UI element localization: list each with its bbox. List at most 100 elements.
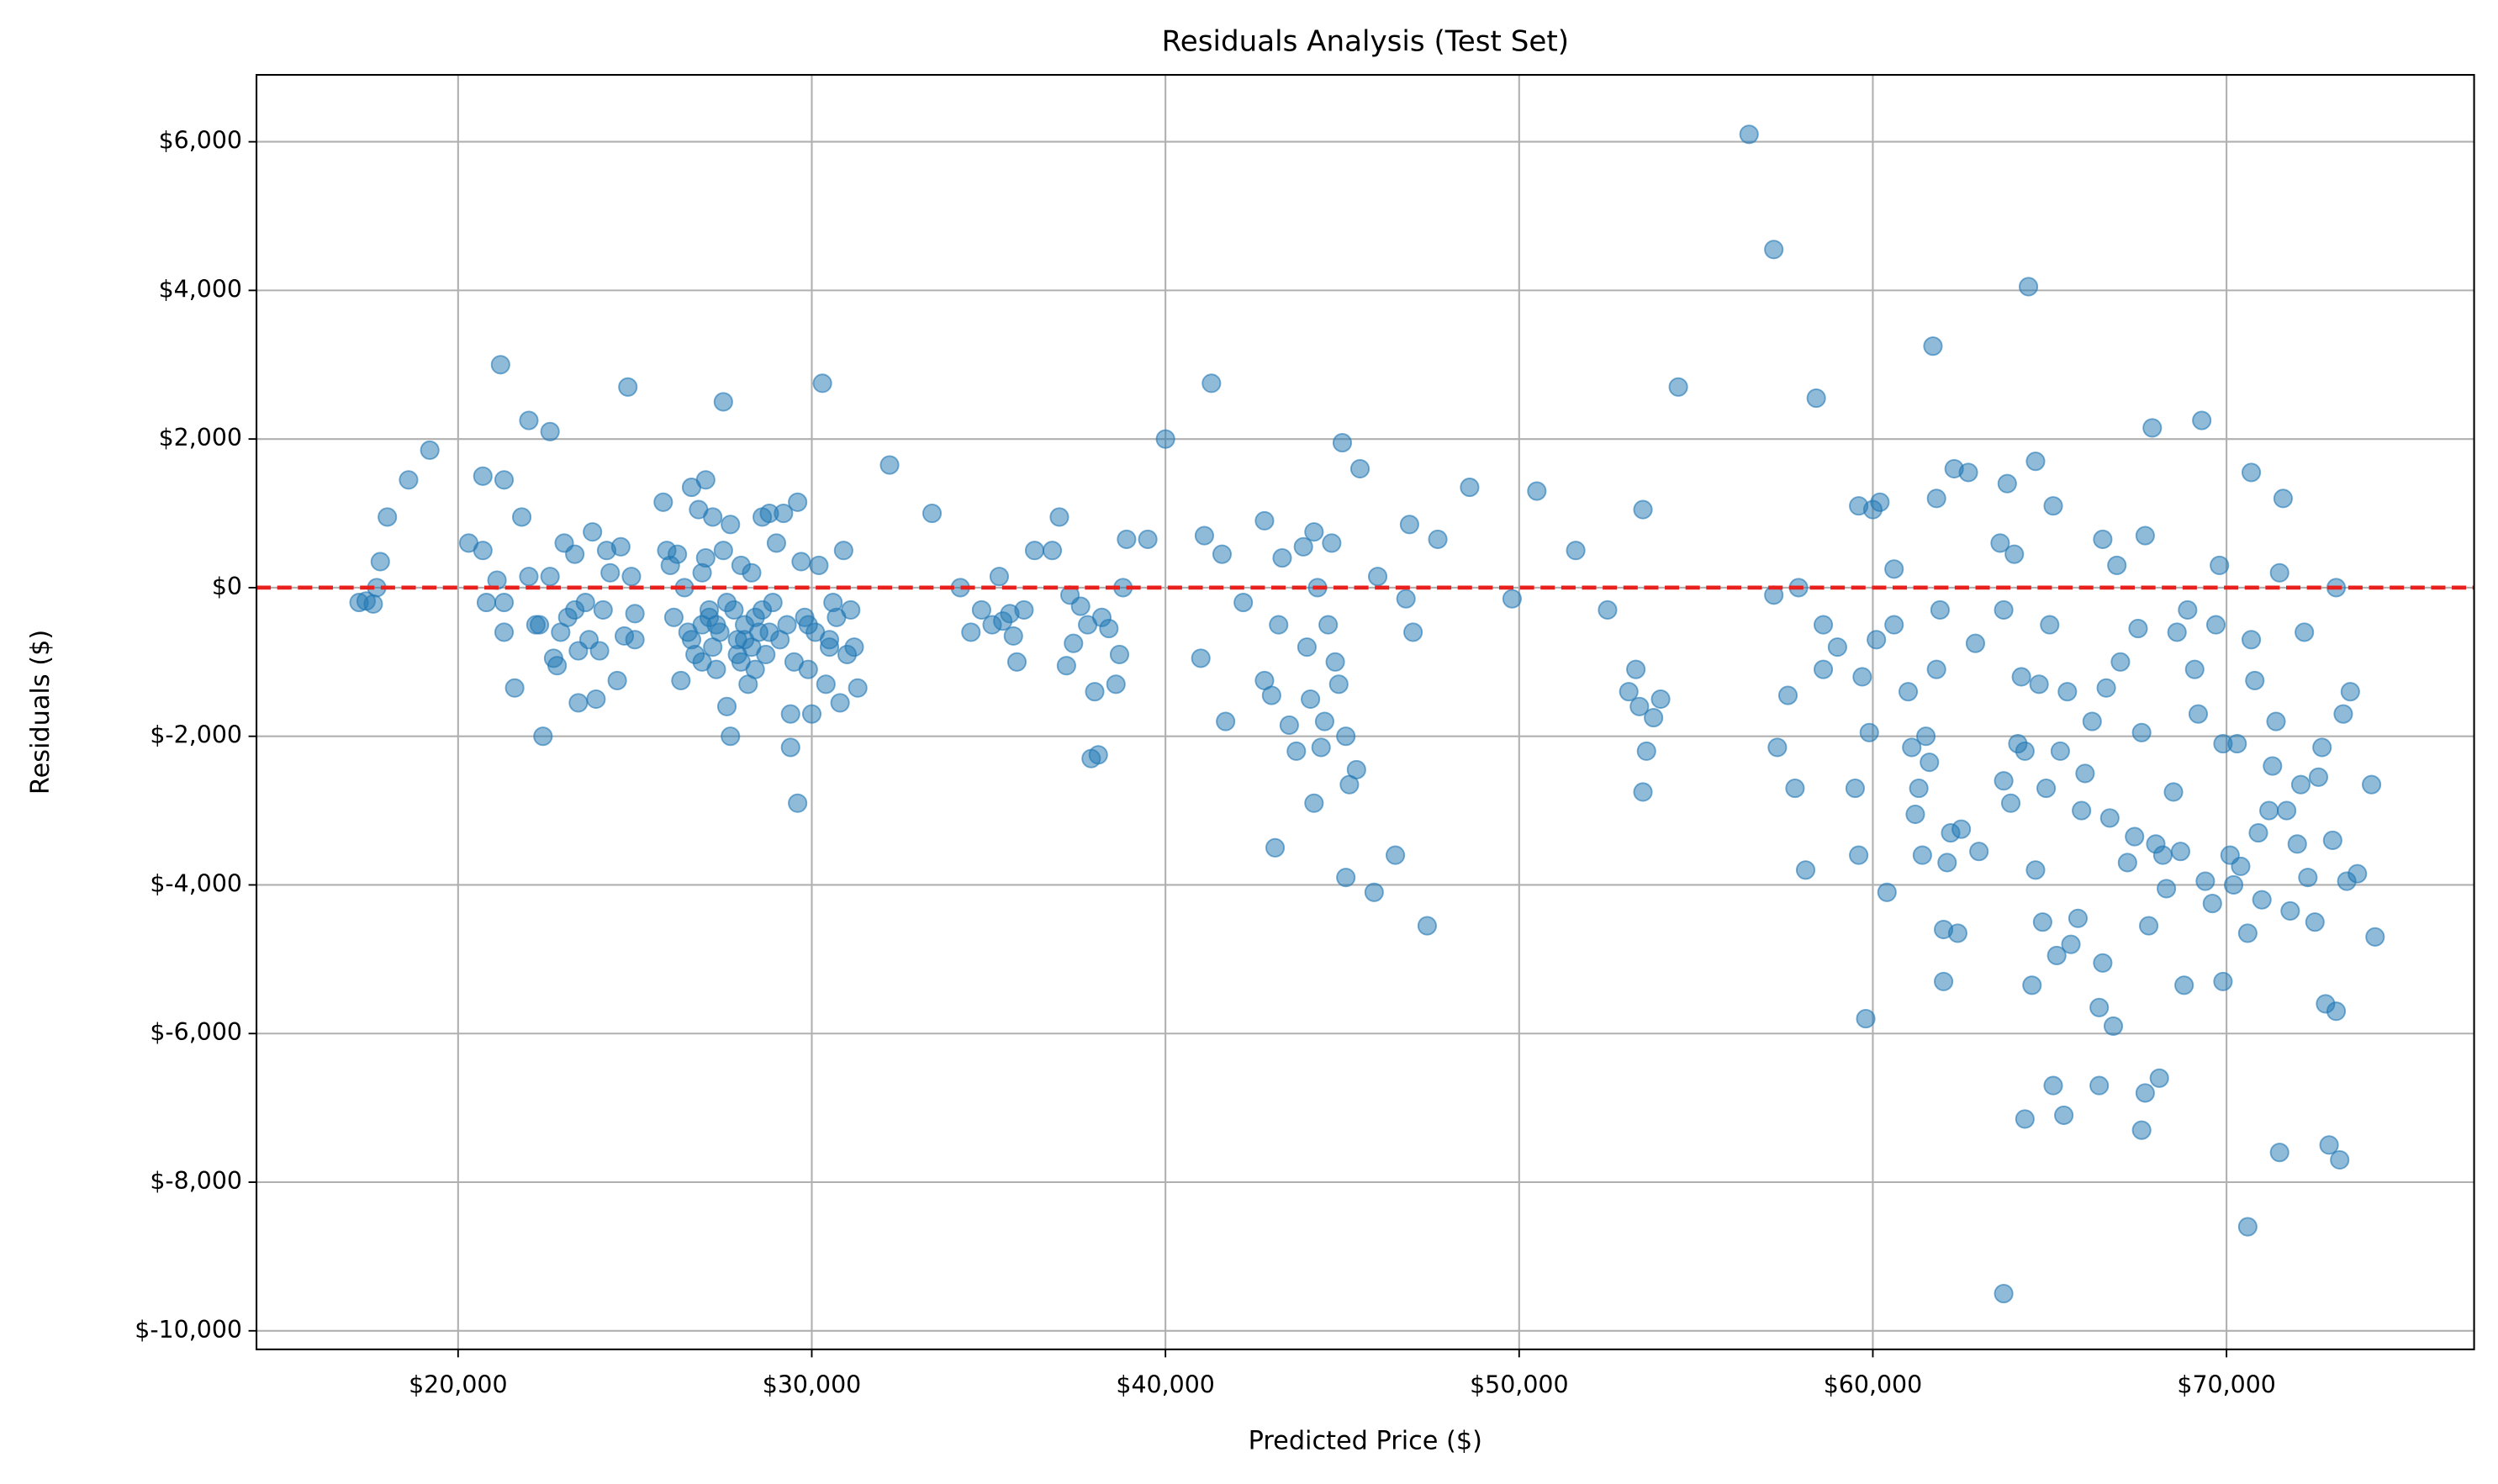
point	[2015, 1109, 2035, 1129]
point	[801, 704, 822, 724]
point	[2308, 767, 2329, 787]
point	[589, 641, 610, 661]
point	[490, 355, 510, 375]
point	[370, 552, 390, 572]
point	[2043, 496, 2063, 516]
point	[1598, 599, 1618, 620]
point	[753, 599, 773, 620]
point	[1367, 567, 1388, 587]
point	[2280, 900, 2300, 921]
point	[2096, 678, 2116, 698]
point	[780, 704, 800, 724]
point	[1269, 615, 1289, 635]
point	[1827, 637, 1847, 658]
point	[1085, 682, 1105, 702]
point	[2128, 618, 2148, 639]
point	[2131, 1120, 2152, 1140]
point	[575, 593, 595, 613]
point	[841, 599, 861, 620]
point	[971, 599, 991, 620]
point	[2322, 830, 2342, 850]
y-tick-label: $2,000	[159, 424, 242, 452]
x-tick-label: $20,000	[409, 1370, 507, 1398]
point	[2347, 863, 2368, 884]
point	[2082, 711, 2102, 731]
point	[727, 644, 747, 665]
point	[600, 562, 621, 583]
point	[1937, 853, 1957, 873]
point	[2075, 763, 2095, 784]
point	[540, 421, 560, 441]
point	[1428, 529, 1448, 550]
point	[780, 737, 800, 758]
point	[653, 492, 673, 512]
point	[2072, 800, 2092, 821]
point	[2089, 1075, 2110, 1096]
point	[1336, 868, 1356, 888]
point	[1527, 481, 1547, 501]
point	[961, 622, 981, 642]
point	[716, 696, 737, 716]
point	[1460, 478, 1480, 498]
point	[1191, 648, 1211, 668]
point	[1201, 373, 1222, 393]
point	[791, 552, 811, 572]
point	[2295, 622, 2315, 642]
point	[833, 541, 853, 561]
point	[816, 674, 836, 694]
point	[1633, 499, 1653, 520]
point	[1279, 715, 1299, 735]
point	[1138, 529, 1158, 550]
point	[2259, 800, 2279, 821]
point	[1322, 533, 1342, 553]
point	[1626, 659, 1646, 679]
point	[2025, 860, 2046, 880]
plot-frame	[256, 74, 2475, 1350]
point	[1951, 819, 1972, 839]
point	[2046, 945, 2067, 965]
point	[742, 562, 762, 583]
point	[494, 470, 515, 490]
point	[2195, 871, 2215, 891]
point	[2362, 774, 2382, 795]
point	[721, 726, 741, 747]
point	[1795, 860, 1816, 880]
point	[494, 622, 515, 642]
point	[695, 548, 716, 568]
x-tick-label: $60,000	[1824, 1370, 1922, 1398]
point	[2227, 733, 2247, 754]
point	[2050, 741, 2070, 761]
point	[1852, 667, 1872, 687]
point	[1969, 842, 1989, 862]
point	[692, 652, 712, 672]
point	[703, 507, 723, 527]
point	[2000, 793, 2021, 813]
point	[745, 659, 765, 679]
point	[2242, 630, 2262, 650]
point	[1849, 845, 1869, 865]
point	[1923, 336, 1943, 356]
point	[565, 544, 585, 564]
point	[1619, 682, 1639, 702]
point	[618, 377, 638, 397]
point	[1386, 845, 1406, 865]
point	[1912, 845, 1932, 865]
point	[2330, 1149, 2350, 1170]
point	[363, 594, 383, 614]
point	[1633, 782, 1653, 802]
point	[1064, 633, 1084, 653]
point	[1325, 652, 1345, 672]
point	[504, 678, 525, 698]
point	[2333, 704, 2353, 724]
point	[1024, 541, 1045, 561]
point	[668, 544, 688, 564]
point	[1272, 548, 1292, 568]
point	[844, 637, 864, 658]
point	[1990, 533, 2010, 553]
point	[2043, 1075, 2063, 1096]
point	[2319, 1135, 2339, 1155]
point	[2340, 682, 2360, 702]
point	[420, 440, 440, 460]
point	[777, 615, 797, 635]
